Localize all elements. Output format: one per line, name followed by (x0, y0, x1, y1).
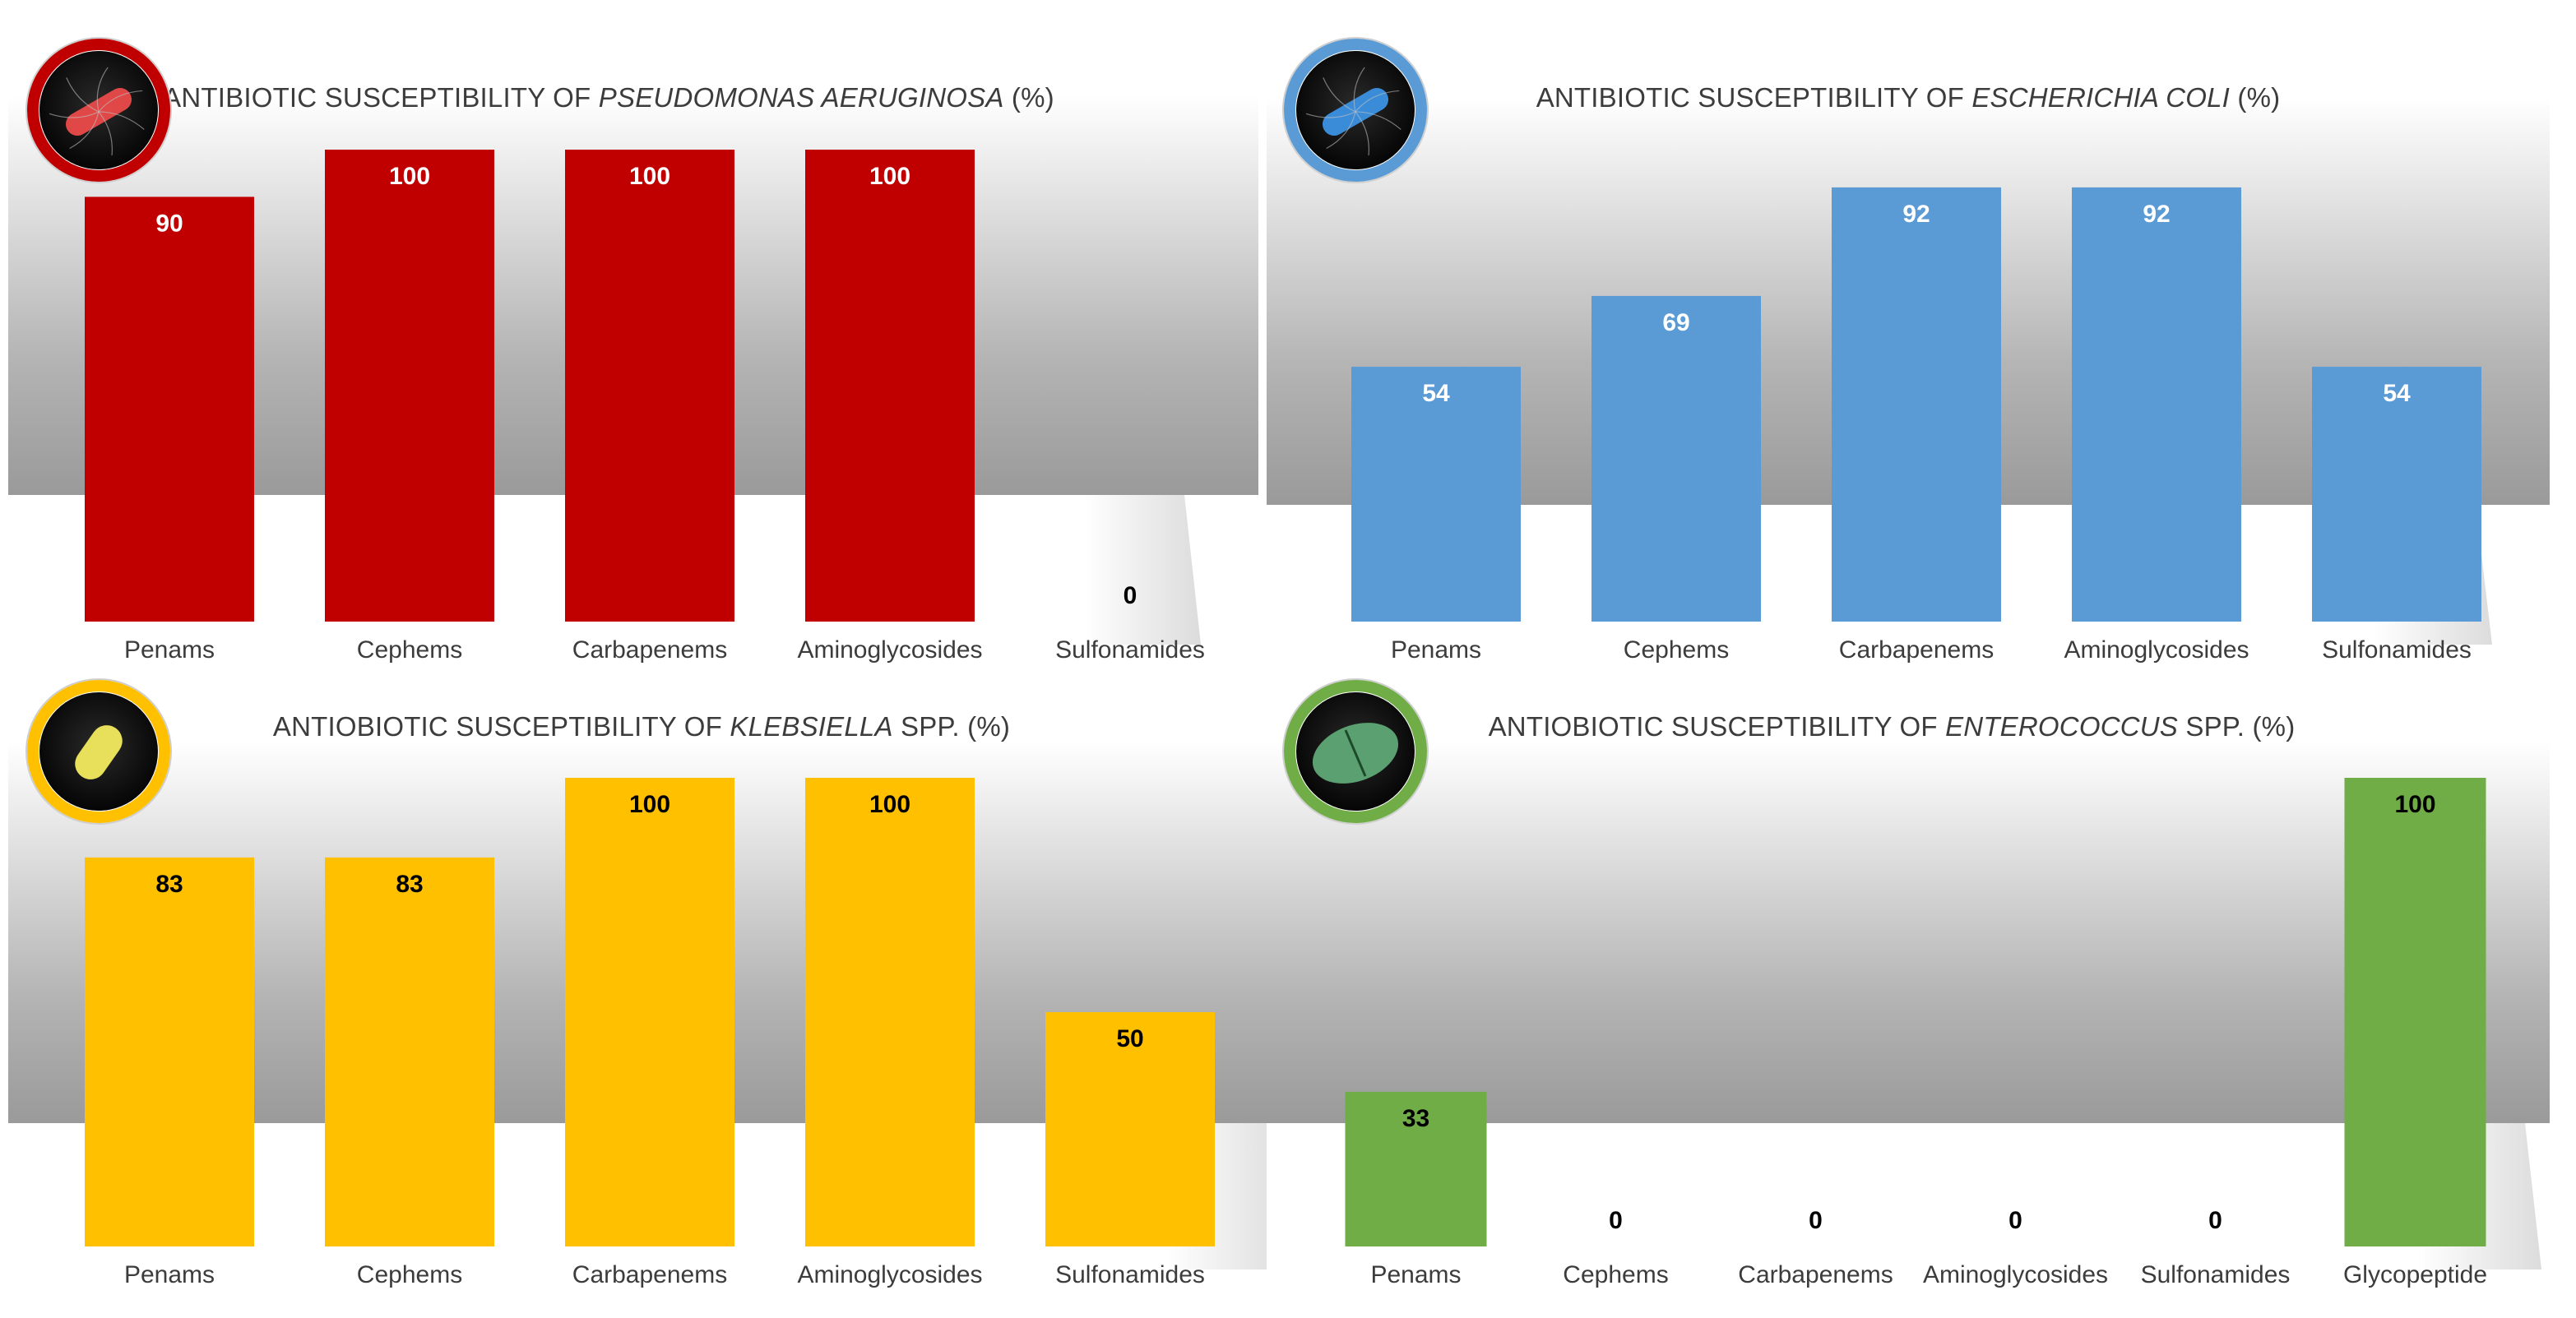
chart-title: ANTIBIOTIC SUSCEPTIBILITY OF ESCHERICHIA… (1536, 82, 2281, 113)
chart-enterococcus: 33 Penams 0 Cephems 0 Carbapenems 0 Aminoglycos… (1267, 674, 2550, 1316)
escherichia-coli-icon (1280, 35, 1431, 186)
bar-penams (85, 197, 254, 622)
chart-klebsiella: 83 Penams 83 Cephems 100 Carbapenems 100 Aminog… (8, 674, 1283, 1316)
data-label: 92 (2143, 201, 2170, 228)
enterococcus-icon (1280, 676, 1431, 827)
bar-sulfonamides (1045, 1012, 1215, 1246)
category-label: Cephems (1563, 1261, 1668, 1288)
bar-cephems (325, 857, 494, 1246)
category-label: Sulfonamides (1055, 636, 1205, 664)
category-label: Cephems (357, 636, 462, 664)
data-label: 83 (396, 871, 423, 898)
category-label: Penams (124, 1261, 215, 1288)
chart-background (1267, 674, 2550, 1123)
data-label: 100 (869, 791, 910, 818)
category-label: Penams (124, 636, 215, 664)
chart-pseudomonas-plot: 90 Penams 100 Cephems 100 Carbapenems 100 Amino… (8, 8, 1258, 666)
data-label: 83 (155, 871, 183, 898)
category-label: Aminoglycosides (797, 636, 982, 664)
category-label: Carbapenems (1839, 636, 1994, 664)
category-label: Carbapenems (1738, 1261, 1893, 1288)
data-label: 54 (2383, 380, 2411, 407)
category-label: Cephems (1624, 636, 1729, 664)
data-label: 0 (1609, 1207, 1623, 1234)
chart-title: ANTIOBIOTIC SUSCEPTIBILITY OF ENTEROCOCC… (1488, 711, 2296, 742)
chart-enterococcus-plot: 33 Penams 0 Cephems 0 Carbapenems 0 Aminoglycos… (1267, 674, 2550, 1316)
data-label: 100 (869, 163, 910, 190)
data-label: 0 (1124, 582, 1137, 609)
bar-sulfonamides (2312, 367, 2481, 622)
bar-cephems (325, 150, 494, 622)
bar-carbapenems (1832, 187, 2001, 622)
chart-title: ANTIOBIOTIC SUSCEPTIBILITY OF KLEBSIELLA… (272, 711, 1011, 742)
data-label: 100 (389, 163, 430, 190)
bar-glycopeptide (2344, 778, 2486, 1246)
pseudomonas-icon (23, 35, 174, 186)
data-label: 50 (1116, 1025, 1143, 1052)
category-label: Aminoglycosides (797, 1261, 982, 1288)
data-label: 90 (155, 210, 183, 237)
category-label: Carbapenems (572, 636, 727, 664)
bar-carbapenems (565, 778, 734, 1246)
data-label: 0 (2208, 1207, 2222, 1234)
klebsiella-icon (23, 676, 174, 827)
bar-penams (1345, 1091, 1487, 1246)
data-label: 92 (1902, 201, 1930, 228)
category-label: Penams (1370, 1261, 1461, 1288)
category-label: Sulfonamides (1055, 1261, 1205, 1288)
data-label: 33 (1402, 1105, 1429, 1132)
category-label: Cephems (357, 1261, 462, 1288)
data-label: 0 (2008, 1207, 2022, 1234)
chart-escherichia-coli: 54 Penams 69 Cephems 92 Carbapenems 92 Aminogly… (1267, 8, 2550, 666)
bar-aminoglycosides (805, 150, 975, 622)
category-label: Glycopeptide (2343, 1261, 2487, 1288)
bar-penams (1351, 367, 1521, 622)
data-label: 100 (2394, 791, 2435, 818)
chart-klebsiella-plot: 83 Penams 83 Cephems 100 Carbapenems 100 Aminog… (8, 674, 1283, 1316)
category-label: Aminoglycosides (1923, 1261, 2108, 1288)
bar-carbapenems (565, 150, 734, 622)
category-label: Carbapenems (572, 1261, 727, 1288)
chart-escherichia-coli-plot: 54 Penams 69 Cephems 92 Carbapenems 92 Aminogly… (1267, 8, 2550, 666)
bar-cephems (1591, 295, 1761, 622)
data-label: 0 (1809, 1207, 1823, 1234)
category-label: Aminoglycosides (2064, 636, 2249, 664)
chart-title: ANTIBIOTIC SUSCEPTIBILITY OF PSEUDOMONAS… (163, 82, 1054, 113)
category-label: Sulfonamides (2141, 1261, 2291, 1288)
data-label: 100 (629, 791, 670, 818)
chart-pseudomonas: 90 Penams 100 Cephems 100 Carbapenems 100 Amino… (8, 8, 1258, 666)
bar-aminoglycosides (2072, 187, 2241, 622)
category-label: Sulfonamides (2322, 636, 2472, 664)
bar-aminoglycosides (805, 778, 975, 1246)
data-label: 54 (1422, 380, 1450, 407)
category-label: Penams (1391, 636, 1481, 664)
chart-platform-surface (1308, 1123, 2541, 1269)
data-label: 69 (1662, 309, 1689, 336)
bar-penams (85, 857, 254, 1246)
data-label: 100 (629, 163, 670, 190)
